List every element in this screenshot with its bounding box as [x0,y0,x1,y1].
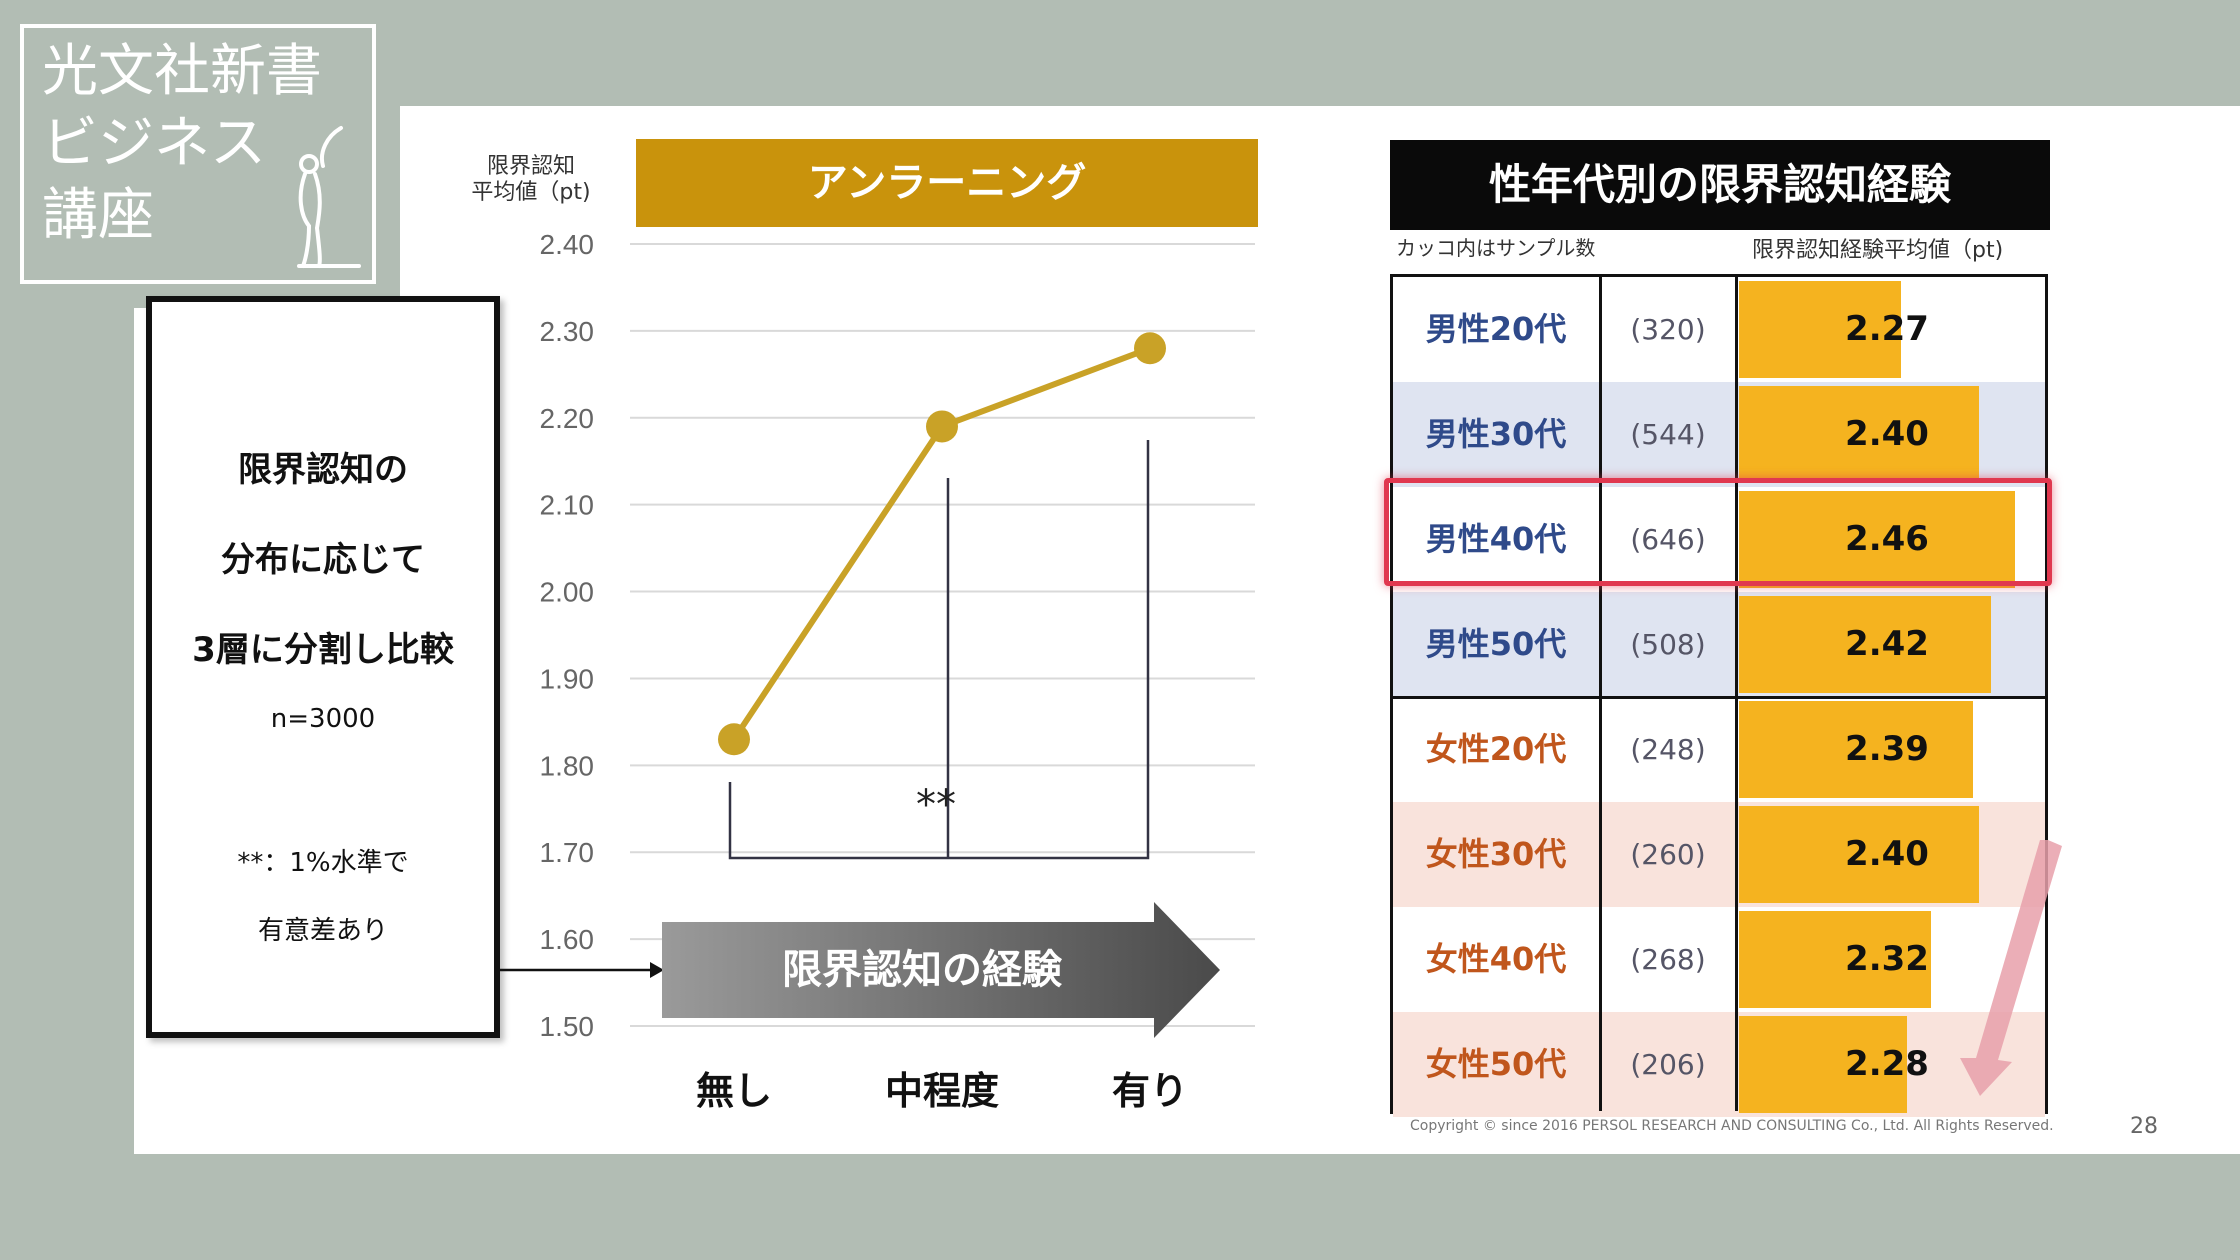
table-row: 男性50代 (508) 2.42 [1393,592,2045,697]
data-point [1134,332,1166,365]
sample-count: (508) [1630,628,1706,661]
row-label: 女性30代 [1425,835,1567,873]
publisher-logo: 光文社新書 ビジネス 講座 [0,0,400,308]
explanation-box: 限界認知の 分布に応じて 3層に分割し比較 n=3000 **：1%水準で 有意… [146,296,500,1038]
logo-line-1: 光文社新書 [42,39,322,104]
table-row: 女性30代 (260) 2.40 [1393,802,2045,907]
row-label: 女性50代 [1425,1045,1567,1083]
row-label: 女性40代 [1425,940,1567,978]
value-label: 2.40 [1845,414,1929,454]
thinker-figure-icon [297,126,361,268]
chart-title: アンラーニング [636,139,1258,227]
table-row: 女性50代 (206) 2.28 [1393,1012,2045,1117]
sample-count: (646) [1630,523,1706,556]
bar-cell: 2.40 [1737,802,2045,907]
bar-cell: 2.40 [1737,382,2045,487]
value-bar [1739,281,1901,378]
gender-age-table: 男性20代 (320) 2.27 男性30代 (544) 2.40 男性40代 (646) 2.… [1390,274,2048,1117]
significance-note-2: 有意差あり [257,916,388,946]
y-tick-label: 1.80 [540,750,595,781]
table-row: 男性40代 (646) 2.46 [1393,487,2045,592]
bar-cell: 2.32 [1737,907,2045,1012]
table-title: 性年代別の限界認知経験 [1390,140,2050,230]
value-label: 2.28 [1845,1044,1929,1084]
bar-cell: 2.42 [1737,592,2045,697]
table-row: 男性30代 (544) 2.40 [1393,382,2045,487]
value-label: 2.27 [1845,309,1929,349]
logo-frame: 光文社新書 ビジネス 講座 [20,24,376,284]
series-line [731,345,1152,741]
experience-arrow [662,902,1220,1038]
sample-count: (260) [1630,838,1706,871]
table-row: 女性40代 (268) 2.32 [1393,907,2045,1012]
bar-cell: 2.27 [1737,277,2045,382]
significance-note-1: **：1%水準で [237,848,409,878]
value-bar [1739,1016,1907,1113]
value-label: 2.40 [1845,834,1929,874]
logo-line-3: 講座 [42,183,154,248]
table-row: 男性20代 (320) 2.27 [1393,277,2045,382]
value-bar [1739,911,1931,1008]
significance-bracket [728,440,1150,860]
sample-size: n=3000 [270,704,376,734]
sample-count: (544) [1630,418,1706,451]
sample-count: (320) [1630,313,1706,346]
gender-divider [1393,696,2045,699]
data-point [718,723,750,756]
sample-count: (268) [1630,943,1706,976]
bar-cell: 2.46 [1737,487,2045,592]
row-label: 男性20代 [1425,310,1567,348]
value-label: 2.32 [1845,939,1929,979]
sample-count-header: カッコ内はサンプル数 [1396,236,1596,260]
y-tick-label: 2.20 [540,403,595,434]
average-header: 限界認知経験平均値（pt) [1752,238,2004,263]
row-label: 男性50代 [1425,625,1567,663]
x-category-label: 無し [696,1069,772,1113]
explanation-line-3: 3層に分割し比較 [192,630,454,670]
explanation-line-2: 分布に応じて [221,540,425,580]
bar-cell: 2.39 [1737,697,2045,802]
column-divider [1735,277,1738,1111]
value-bar [1739,806,1979,903]
page-number: 28 [2130,1114,2158,1139]
copyright: Copyright © since 2016 PERSOL RESEARCH A… [1410,1118,2054,1134]
y-tick-label: 2.10 [540,490,595,521]
x-axis-label: 限界認知の経験 [782,947,1062,993]
value-bar [1739,701,1973,798]
y-axis-label: 限界認知 平均値（pt) [466,154,596,206]
sample-count: (248) [1630,733,1706,766]
row-label: 男性40代 [1425,520,1567,558]
y-tick-label: 2.00 [540,577,595,608]
column-divider [1599,277,1602,1111]
value-bar [1739,386,1979,483]
value-label: 2.46 [1845,519,1929,559]
bar-cell: 2.28 [1737,1012,2045,1117]
sample-count: (206) [1630,1048,1706,1081]
row-label: 男性30代 [1425,415,1567,453]
explanation-line-1: 限界認知の [238,450,408,490]
significance-marker: ** [916,782,956,828]
value-label: 2.39 [1845,729,1929,769]
y-tick-label: 1.60 [540,924,595,955]
value-label: 2.42 [1845,624,1929,664]
highlight-frame [1384,478,2052,586]
y-axis-label-line-2: 平均値（pt) [471,180,591,205]
table-row: 女性20代 (248) 2.39 [1393,697,2045,802]
row-label: 女性20代 [1425,730,1567,768]
x-category-label: 有り [1112,1069,1188,1113]
logo-line-2: ビジネス [42,111,266,176]
y-tick-label: 1.70 [540,837,595,868]
y-tick-label: 2.40 [540,229,595,260]
x-category-label: 中程度 [885,1069,999,1113]
connector-arrow [500,962,664,978]
data-point [926,410,958,443]
value-bar [1739,491,2015,588]
y-tick-label: 1.90 [540,663,595,694]
y-tick-label: 2.30 [540,316,595,347]
y-tick-label: 1.50 [540,1011,595,1042]
y-axis-label-line-1: 限界認知 [486,154,575,179]
value-bar [1739,596,1991,693]
